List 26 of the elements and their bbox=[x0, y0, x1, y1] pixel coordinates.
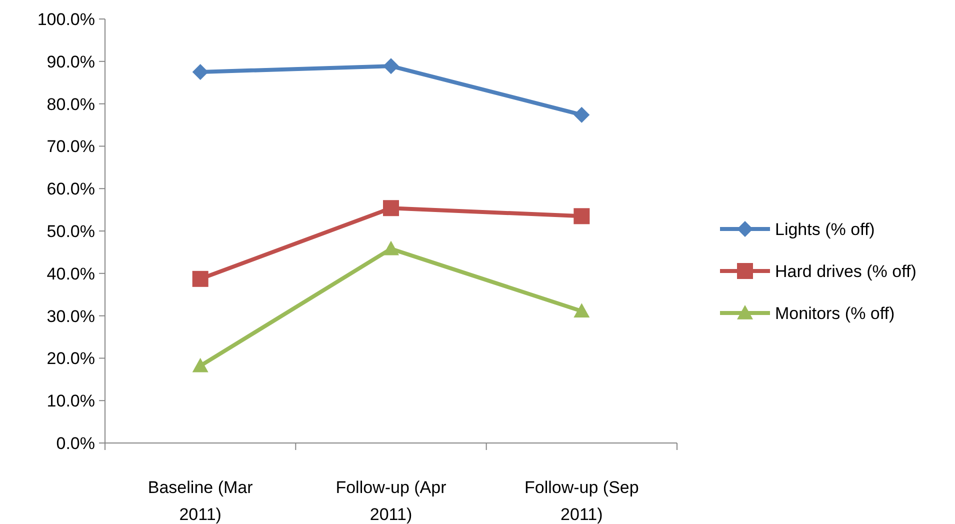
y-tick-label: 30.0% bbox=[46, 306, 95, 326]
legend-label: Lights (% off) bbox=[775, 220, 875, 239]
point bbox=[192, 64, 208, 80]
legend-label: Hard drives (% off) bbox=[775, 262, 916, 281]
y-tick-label: 20.0% bbox=[46, 349, 95, 368]
x-tick-label: Follow-up (Apr 2011) bbox=[336, 478, 447, 524]
x-tick-label: Follow-up (Sep 2011) bbox=[524, 478, 639, 524]
point bbox=[574, 106, 590, 123]
point bbox=[574, 208, 590, 224]
point bbox=[383, 200, 399, 216]
point bbox=[192, 270, 208, 287]
y-tick-label: 70.0% bbox=[46, 137, 95, 156]
y-tick-label: 80.0% bbox=[46, 94, 95, 114]
y-tick-label: 100.0% bbox=[37, 10, 95, 29]
point bbox=[574, 303, 590, 318]
point bbox=[192, 358, 208, 372]
y-tick-label: 10.0% bbox=[46, 392, 95, 411]
y-tick-label: 40.0% bbox=[46, 264, 95, 284]
y-tick-label: 90.0% bbox=[46, 52, 95, 72]
point bbox=[383, 58, 399, 74]
point bbox=[383, 240, 399, 256]
legend-label: Monitors (% off) bbox=[775, 304, 895, 323]
y-tick-label: 50.0% bbox=[46, 222, 95, 241]
x-tick-label: Baseline (Mar 2011) bbox=[148, 478, 254, 524]
y-tick-label: 0.0% bbox=[56, 434, 95, 453]
y-tick-label: 60.0% bbox=[46, 180, 95, 199]
